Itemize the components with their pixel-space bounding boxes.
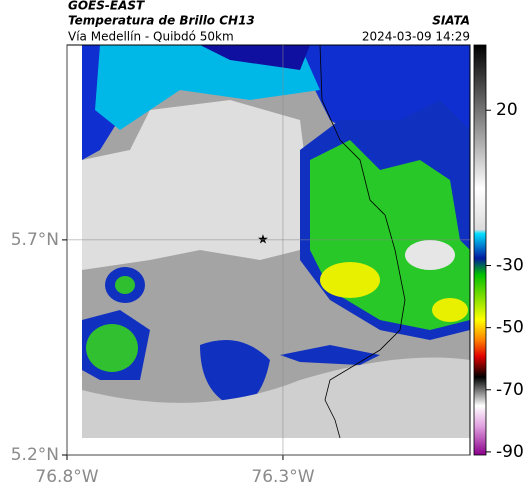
y-tick-label: 5.2°N [11, 445, 59, 465]
x-tick-label: 76.3°W [251, 467, 314, 487]
org: SIATA [432, 14, 470, 28]
colorbar-tick-label: -50 [496, 318, 524, 338]
colorbar-tick-label: -70 [496, 380, 524, 400]
colorbar [473, 44, 487, 456]
region: Vía Medellín - Quibdó 50km [68, 30, 234, 44]
colorbar-tick-label: -90 [496, 442, 524, 462]
x-tick-label: 76.8°W [35, 467, 98, 487]
source: GOES-EAST [68, 0, 145, 13]
product: Temperatura de Brillo CH13 [68, 14, 255, 28]
satellite-image [82, 45, 470, 438]
y-tick-label: 5.7°N [11, 230, 59, 250]
colorbar-tick-label: 20 [496, 100, 518, 120]
colorbar-tick-label: -30 [496, 256, 524, 276]
datetime: 2024-03-09 14:29 [362, 30, 470, 44]
